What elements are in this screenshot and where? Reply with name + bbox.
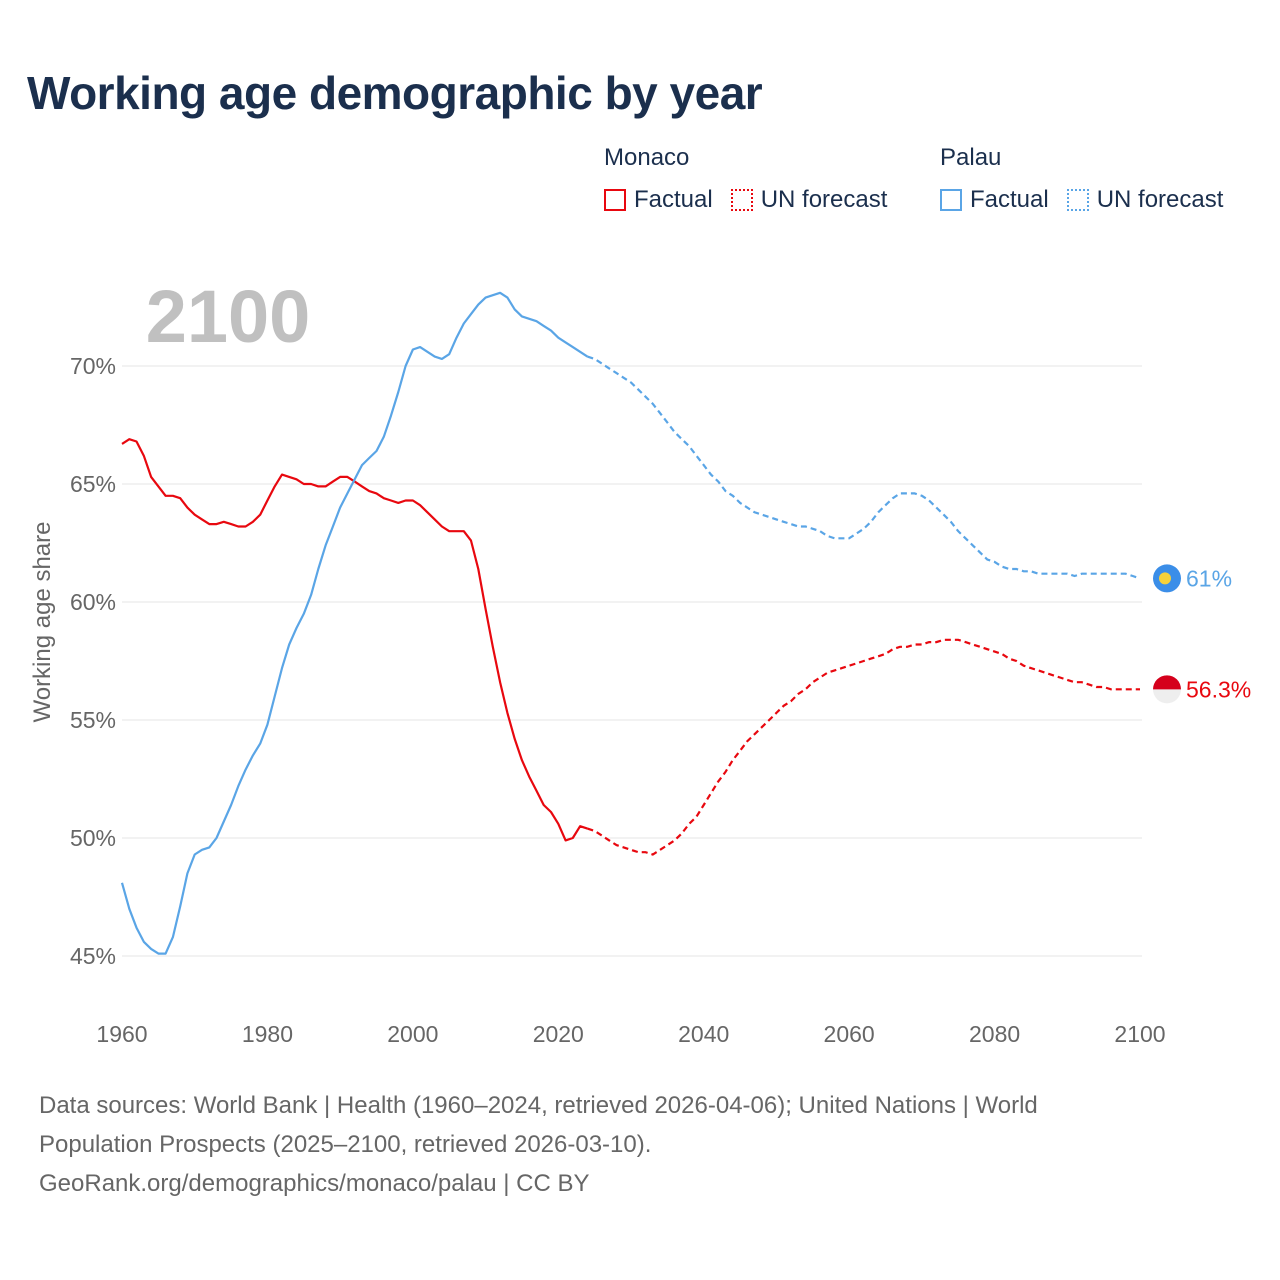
footer-credit-link[interactable]: GeoRank.org/demographics/monaco/palau | … [39, 1170, 590, 1197]
y-tick-label-55: 55% [70, 707, 116, 733]
y-tick-label-45: 45% [70, 943, 116, 969]
legend-swatch-palau-factual[interactable] [940, 189, 962, 211]
flag-monaco-icon [1153, 675, 1181, 704]
footer-sources-line-1: Data sources: World Bank | Health (1960–… [39, 1092, 1038, 1119]
x-tick-label-2000: 2000 [387, 1021, 438, 1047]
flag-palau-disc [1159, 572, 1171, 585]
year-overlay: 2100 [146, 275, 311, 358]
flag-monaco-top [1153, 675, 1181, 690]
series-monaco-factual-line [121, 438, 588, 842]
y-axis-label: Working age share [29, 522, 56, 723]
legend-group-monaco: Monaco Factual UN forecast [604, 144, 905, 214]
x-tick-label-2020: 2020 [533, 1021, 584, 1047]
x-tick-label-1980: 1980 [242, 1021, 293, 1047]
legend-label-palau-forecast: UN forecast [1096, 186, 1224, 213]
x-tick-label-2060: 2060 [824, 1021, 875, 1047]
legend-swatch-monaco-forecast[interactable] [730, 189, 753, 211]
x-tick-label-2040: 2040 [678, 1021, 729, 1047]
series-palau-factual-line [120, 291, 589, 955]
legend-label-monaco-forecast[interactable]: UN forecast [760, 186, 888, 213]
x-tick-label-1960: 1960 [96, 1021, 147, 1047]
legend-label-monaco-factual[interactable]: Factual [634, 186, 713, 213]
y-tick-label-60: 60% [70, 589, 116, 615]
y-tick-label-50: 50% [70, 825, 116, 851]
legend-group-palau: Palau Factual UN forecast [940, 144, 1223, 214]
legend-group-label: Monaco [604, 144, 690, 171]
legend-swatch-monaco-factual[interactable] [604, 189, 626, 211]
footer-sources-line-2: Population Prospects (2025–2100, retriev… [39, 1131, 652, 1158]
flag-palau-icon [1153, 564, 1181, 593]
y-tick-label-65: 65% [70, 471, 116, 497]
end-label-palau: 61% [1186, 565, 1232, 591]
legend-label-palau-factual[interactable]: Factual [970, 186, 1049, 213]
y-tick-label-70: 70% [70, 353, 116, 379]
legend-swatch-palau-forecast[interactable] [1066, 189, 1089, 211]
x-tick-label-2080: 2080 [969, 1021, 1020, 1047]
end-label-monaco: 56.3% [1186, 676, 1251, 702]
footer: Data sources: World Bank | Health (1960–… [39, 1086, 1239, 1203]
line-chart: 2100 45% 50% 55% 60% 65% 70% 1960 1980 2000 2020 2… [29, 275, 1251, 1047]
chart-title: Working age demographic by year [27, 67, 763, 119]
x-tick-label-2100: 2100 [1114, 1021, 1165, 1047]
series-palau-forecast-line [587, 355, 1141, 580]
series-monaco-forecast-line [587, 638, 1140, 856]
legend-group-label: Palau [940, 144, 1002, 171]
